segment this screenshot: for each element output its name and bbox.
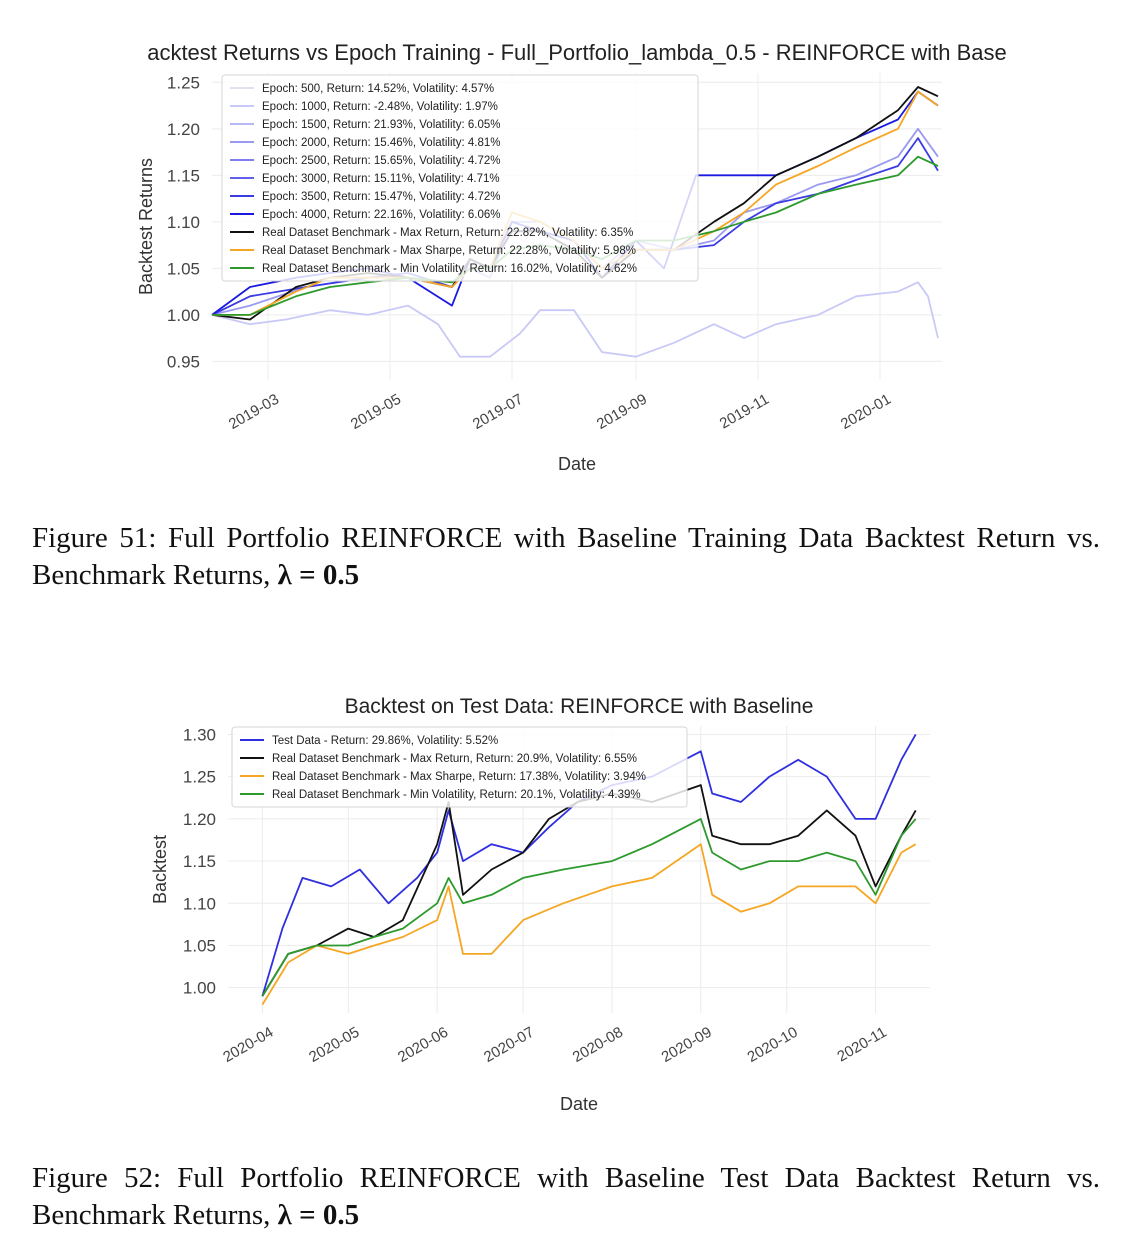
y-tick-label: 1.05 — [167, 259, 200, 278]
x-tick-label: 2019-11 — [717, 391, 772, 433]
x-tick-label: 2020-09 — [659, 1024, 715, 1066]
figure-52-chart: Backtest on Test Data: REINFORCE with Ba… — [0, 680, 1144, 1130]
legend-entry: Epoch: 4000, Return: 22.16%, Volatility:… — [262, 209, 500, 221]
legend-entry: Real Dataset Benchmark - Min Volatility,… — [262, 263, 637, 275]
legend-box — [221, 74, 699, 282]
legend-entry: Epoch: 1500, Return: 21.93%, Volatility:… — [262, 119, 500, 131]
legend-entry: Epoch: 3000, Return: 15.11%, Volatility:… — [262, 173, 500, 185]
y-tick-label: 1.00 — [183, 979, 216, 998]
legend-entry: Epoch: 2000, Return: 15.46%, Volatility:… — [262, 137, 500, 149]
chart-title: Backtest on Test Data: REINFORCE with Ba… — [345, 695, 814, 718]
x-tick-label: 2019-03 — [226, 391, 282, 433]
caption-math: λ = 0.5 — [277, 1199, 360, 1231]
x-tick-label: 2020-10 — [745, 1024, 801, 1066]
y-tick-label: 1.15 — [167, 166, 200, 185]
legend-entry: Real Dataset Benchmark - Max Sharpe, Ret… — [272, 771, 646, 783]
test-backtest-chart: Backtest on Test Data: REINFORCE with Ba… — [150, 695, 930, 1114]
legend-entry: Real Dataset Benchmark - Min Volatility,… — [272, 789, 641, 801]
training-backtest-chart: acktest Returns vs Epoch Training - Full… — [136, 40, 1007, 474]
legend-entry: Epoch: 2500, Return: 15.65%, Volatility:… — [262, 155, 500, 167]
legend-entry: Epoch: 500, Return: 14.52%, Volatility: … — [262, 83, 494, 95]
x-tick-label: 2020-06 — [395, 1024, 451, 1066]
y-tick-label: 1.20 — [167, 120, 200, 139]
x-tick-label: 2020-07 — [481, 1024, 537, 1066]
series-line — [261, 733, 917, 997]
caption-text: Figure 52: Full Portfolio REINFORCE with… — [32, 1162, 1100, 1231]
chart-title: acktest Returns vs Epoch Training - Full… — [147, 40, 1007, 65]
y-tick-label: 1.20 — [183, 810, 216, 829]
caption-math: λ = 0.5 — [277, 559, 360, 591]
y-tick-label: 1.05 — [183, 936, 216, 955]
x-axis-label: Date — [558, 454, 596, 474]
x-axis-label: Date — [560, 1094, 598, 1114]
x-tick-label: 2019-09 — [594, 391, 650, 433]
y-tick-label: 1.00 — [167, 306, 200, 325]
x-tick-label: 2019-07 — [470, 391, 526, 433]
x-tick-label: 2019-05 — [348, 391, 404, 433]
series-line — [261, 843, 917, 1006]
figure-51-caption: Figure 51: Full Portfolio REINFORCE with… — [32, 520, 1100, 594]
figure-52-caption: Figure 52: Full Portfolio REINFORCE with… — [32, 1160, 1100, 1234]
y-tick-label: 1.10 — [183, 894, 216, 913]
y-axis-label: Backtest Returns — [136, 158, 156, 295]
legend-entry: Real Dataset Benchmark - Max Return, Ret… — [262, 227, 633, 239]
caption-text: Figure 51: Full Portfolio REINFORCE with… — [32, 522, 1100, 591]
x-tick-label: 2020-08 — [570, 1024, 626, 1066]
legend-entry: Epoch: 3500, Return: 15.47%, Volatility:… — [262, 191, 500, 203]
y-tick-label: 1.10 — [167, 213, 200, 232]
x-tick-label: 2020-01 — [838, 391, 894, 433]
legend-entry: Epoch: 1000, Return: -2.48%, Volatility:… — [262, 101, 498, 113]
legend-entry: Real Dataset Benchmark - Max Return, Ret… — [272, 753, 637, 765]
series-line — [261, 784, 917, 997]
legend-entry: Test Data - Return: 29.86%, Volatility: … — [272, 735, 498, 747]
y-tick-label: 1.25 — [167, 73, 200, 92]
series-line — [211, 281, 939, 358]
y-tick-label: 1.25 — [183, 768, 216, 787]
legend-entry: Real Dataset Benchmark - Max Sharpe, Ret… — [262, 245, 636, 257]
figure-51-chart: acktest Returns vs Epoch Training - Full… — [0, 0, 1144, 500]
y-tick-label: 1.30 — [183, 725, 216, 744]
x-tick-label: 2020-04 — [220, 1024, 276, 1066]
x-tick-label: 2020-05 — [306, 1024, 362, 1066]
x-tick-label: 2020-11 — [834, 1024, 889, 1066]
y-axis-label: Backtest — [150, 835, 170, 904]
legend-box — [231, 726, 688, 808]
y-tick-label: 1.15 — [183, 852, 216, 871]
series-line — [261, 818, 917, 997]
y-tick-label: 0.95 — [167, 352, 200, 371]
